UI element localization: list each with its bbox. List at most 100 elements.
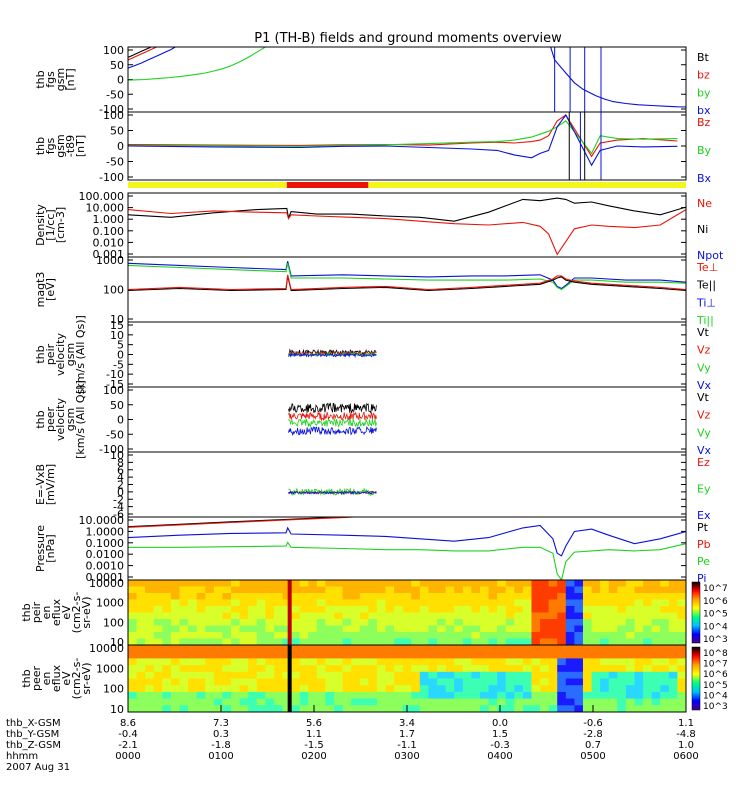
- heatmap-cell: [454, 612, 464, 620]
- y-axis-label: peir: [44, 343, 57, 365]
- y-axis-label: [km/s (All Qs)]: [74, 315, 87, 394]
- heatmap-cell: [179, 671, 190, 680]
- heatmap-cell: [368, 645, 378, 653]
- heatmap-cell: [677, 645, 686, 653]
- heatmap-cell: [668, 651, 679, 660]
- heatmap-cell: [445, 685, 456, 693]
- heatmap-cell: [205, 580, 215, 588]
- heatmap-cell: [265, 593, 275, 601]
- heatmap-cell: [196, 698, 207, 707]
- heatmap-cell: [273, 638, 284, 645]
- heatmap-cell: [540, 651, 550, 660]
- heatmap-cell: [162, 698, 172, 707]
- heatmap-cell: [660, 625, 670, 633]
- heatmap-cell: [334, 599, 344, 607]
- heatmap-cell: [591, 665, 602, 673]
- heatmap-cell: [342, 698, 353, 707]
- heatmap-cell: [299, 685, 310, 693]
- heatmap-cell: [342, 625, 353, 633]
- heatmap-cell: [608, 632, 619, 640]
- heatmap-cell: [643, 665, 653, 673]
- heatmap-cell: [651, 586, 662, 594]
- heatmap-cell: [591, 685, 602, 693]
- heatmap-cell: [651, 625, 662, 633]
- y-axis-label: gsm: [64, 408, 77, 431]
- heatmap-cell: [428, 678, 439, 687]
- heatmap-cell: [677, 658, 686, 667]
- heatmap-cell: [394, 651, 404, 660]
- heatmap-cell: [471, 619, 481, 627]
- y-tick-label: -100: [99, 103, 124, 116]
- heatmap-cell: [437, 645, 447, 653]
- heatmap-cell: [608, 645, 619, 653]
- heatmap-cell: [359, 671, 370, 680]
- heatmap-cell: [394, 599, 404, 607]
- heatmap-cell: [471, 665, 481, 673]
- heatmap-cell: [136, 606, 147, 614]
- heatmap-cell: [488, 606, 499, 614]
- y-tick-label: 6: [117, 464, 124, 477]
- heatmap-cell: [342, 691, 353, 700]
- heatmap-cell: [402, 671, 413, 680]
- heatmap-cell: [437, 612, 447, 620]
- heatmap-cell: [591, 651, 602, 660]
- heatmap-cell: [419, 586, 430, 594]
- heatmap-cell: [334, 586, 344, 594]
- heatmap-cell: [351, 593, 361, 601]
- heatmap-cell: [505, 665, 516, 673]
- heatmap-cell: [273, 665, 284, 673]
- heatmap-cell: [376, 593, 387, 601]
- heatmap-cell: [540, 593, 550, 601]
- heatmap-cell: [488, 619, 499, 627]
- heatmap-cell: [316, 580, 327, 588]
- heatmap-cell: [153, 619, 164, 627]
- heatmap-cell: [625, 705, 636, 712]
- x-axis-value: 0100: [208, 751, 233, 762]
- heatmap-cell: [196, 612, 207, 620]
- heatmap-cell: [471, 671, 481, 680]
- heatmap-cell: [325, 632, 336, 640]
- heatmap-cell: [488, 645, 499, 653]
- legend-entry: Ti⊥: [696, 296, 716, 309]
- heatmap-cell: [411, 619, 421, 627]
- heatmap-cell: [462, 665, 473, 673]
- heatmap-cell: [239, 638, 250, 645]
- heatmap-cell: [497, 671, 507, 680]
- heatmap-cell: [239, 645, 250, 653]
- heatmap-cell: [291, 619, 301, 627]
- heatmap-cell: [617, 632, 627, 640]
- heatmap-cell: [557, 638, 567, 645]
- heatmap-cell: [256, 685, 267, 693]
- heatmap-cell: [231, 685, 241, 693]
- heatmap-cell: [634, 632, 645, 640]
- heatmap-cell: [454, 705, 464, 712]
- heatmap-cell: [625, 625, 636, 633]
- heatmap-cell: [608, 678, 619, 687]
- heatmap-cell: [213, 658, 224, 667]
- heatmap-cell: [402, 645, 413, 653]
- heatmap-cell: [299, 698, 310, 707]
- heatmap-cell: [634, 685, 645, 693]
- heatmap-cell: [677, 691, 686, 700]
- heatmap-cell: [222, 671, 233, 680]
- heatmap-cell: [342, 671, 353, 680]
- heatmap-cell: [153, 612, 164, 620]
- legend-entry: Pt: [697, 521, 709, 534]
- heatmap-cell: [342, 665, 353, 673]
- heatmap-cell: [617, 678, 627, 687]
- heatmap-cell: [600, 691, 610, 700]
- heatmap-cell: [574, 678, 584, 687]
- heatmap-cell: [145, 651, 155, 660]
- heatmap-cell: [402, 632, 413, 640]
- heatmap-cell: [368, 619, 378, 627]
- y-tick-label: 0: [117, 414, 124, 427]
- heatmap-cell: [411, 671, 421, 680]
- panel-frame: [127, 111, 687, 181]
- heatmap-cell: [222, 606, 233, 614]
- y-tick-label: 0.010: [93, 236, 125, 249]
- heatmap-cell: [643, 625, 653, 633]
- series-burst-Vt: [288, 402, 377, 415]
- heatmap-cell: [248, 606, 258, 614]
- heatmap-cell: [479, 619, 490, 627]
- heatmap-cell: [497, 698, 507, 707]
